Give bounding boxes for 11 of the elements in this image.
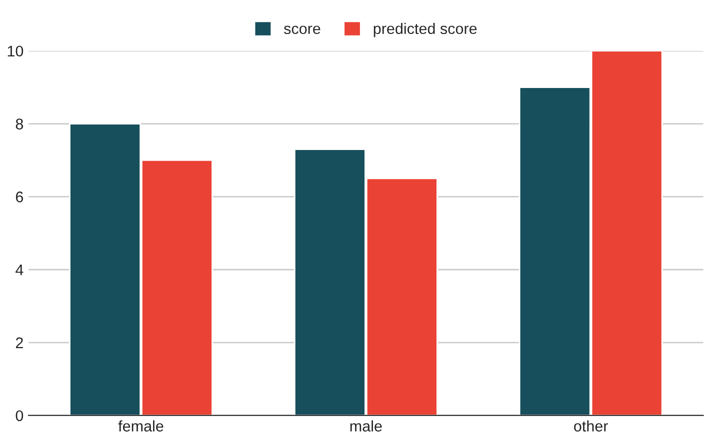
- y-tick-label: 10: [8, 46, 24, 57]
- y-tick-label: 6: [16, 192, 24, 202]
- x-tick-label: female: [118, 420, 164, 432]
- x-tick-label: male: [350, 420, 382, 432]
- y-tick-label: 8: [16, 118, 24, 130]
- y-tick-label: 2: [16, 337, 23, 348]
- y-tick-label: 0: [16, 410, 24, 422]
- legend-label: predicted score: [374, 22, 477, 38]
- legend-label: score: [284, 26, 320, 34]
- y-tick-label: 4: [16, 264, 24, 276]
- x-tick-label: other: [574, 420, 608, 432]
